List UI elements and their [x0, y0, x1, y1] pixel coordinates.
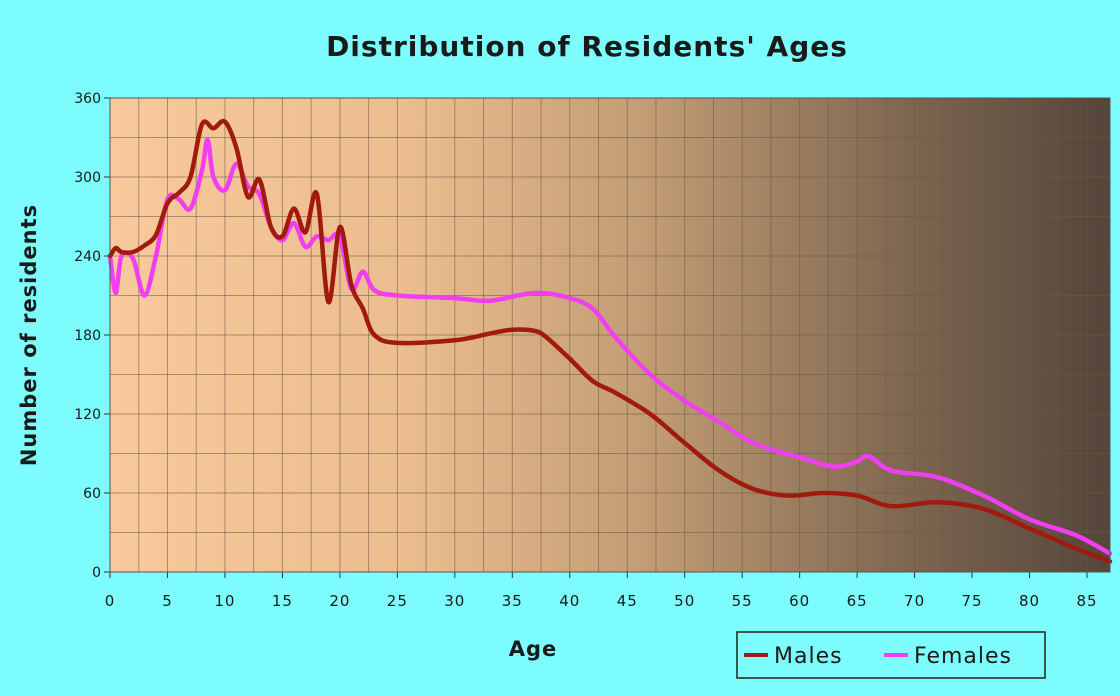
- x-tick-label: 70: [904, 592, 925, 610]
- legend-females-label: Females: [914, 644, 1012, 669]
- y-tick-label: 0: [92, 565, 101, 581]
- y-tick-label: 360: [74, 91, 101, 107]
- legend: Males Females: [736, 631, 1046, 679]
- plot-border: [109, 97, 1111, 573]
- y-tick-label: 60: [83, 486, 101, 502]
- x-tick-label: 5: [162, 592, 173, 610]
- x-tick-label: 15: [272, 592, 293, 610]
- x-tick-label: 80: [1019, 592, 1040, 610]
- x-tick-label: 55: [732, 592, 753, 610]
- x-tick-label: 20: [329, 592, 350, 610]
- y-tick-label: 300: [74, 170, 101, 186]
- x-tick-label: 30: [444, 592, 465, 610]
- x-tick-label: 50: [674, 592, 695, 610]
- chart-title: Distribution of Residents' Ages: [326, 30, 848, 63]
- y-tick-label: 180: [74, 328, 101, 344]
- series-lines: [107, 118, 1113, 564]
- x-tick-label: 85: [1076, 592, 1097, 610]
- x-tick-label: 35: [502, 592, 523, 610]
- y-tick-label: 120: [74, 407, 101, 423]
- y-tick-label: 240: [74, 249, 101, 265]
- x-tick-label: 0: [105, 592, 116, 610]
- series-line-males: [107, 118, 1113, 564]
- x-tick-label: 25: [387, 592, 408, 610]
- x-tick-label: 65: [847, 592, 868, 610]
- y-axis-label: Number of residents: [17, 204, 41, 466]
- x-tick-label: 60: [789, 592, 810, 610]
- legend-males-label: Males: [774, 644, 843, 669]
- x-tick-label: 10: [214, 592, 235, 610]
- axes: 0 5 10 15 20 25 30 35 40 45 50 55 60 65 70 75 80 85 0 60 120…: [74, 91, 1097, 610]
- x-tick-label: 45: [617, 592, 638, 610]
- x-tick-label: 40: [559, 592, 580, 610]
- grid: [110, 98, 1110, 572]
- x-axis-label: Age: [509, 637, 558, 661]
- legend-box: [736, 631, 1046, 679]
- x-tick-label: 75: [962, 592, 983, 610]
